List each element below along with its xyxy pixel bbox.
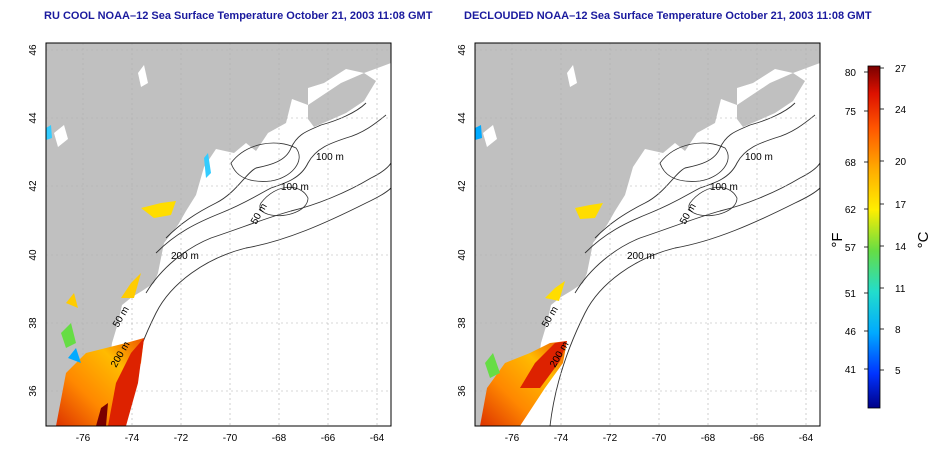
y-tick-label: 46 — [457, 44, 468, 56]
celsius-tick: 24 — [895, 105, 907, 116]
celsius-tick: 5 — [895, 366, 901, 377]
y-tick-label: 44 — [457, 112, 468, 124]
celsius-tick: 27 — [895, 64, 907, 75]
fahrenheit-tick: 75 — [845, 107, 857, 118]
celsius-tick: 17 — [895, 200, 907, 211]
y-tick-label: 38 — [457, 317, 468, 329]
y-tick-label: 44 — [28, 112, 39, 124]
y-tick-label: 42 — [28, 180, 39, 192]
right-panel-title: DECLOUDED NOAA–12 Sea Surface Temperatur… — [464, 10, 872, 22]
temperature-colorbar: 80 75 68 62 57 51 46 41 27 24 20 17 14 1… — [829, 64, 932, 409]
x-tick-label: -74 — [125, 433, 140, 444]
fahrenheit-tick: 57 — [845, 243, 857, 254]
celsius-tick: 8 — [895, 325, 901, 336]
fahrenheit-tick: 51 — [845, 289, 857, 300]
celsius-label: °C — [915, 231, 932, 248]
y-tick-label: 40 — [28, 249, 39, 261]
x-tick-label: -68 — [701, 433, 716, 444]
y-tick-label: 36 — [457, 385, 468, 397]
x-tick-label: -70 — [652, 433, 667, 444]
contour-label: 200 m — [627, 251, 655, 262]
x-tick-label: -66 — [750, 433, 765, 444]
x-tick-label: -68 — [272, 433, 287, 444]
x-tick-label: -70 — [223, 433, 238, 444]
y-tick-label: 46 — [28, 44, 39, 56]
right-map-panel: 100 m 100 m 50 m 200 m 50 m 200 m — [474, 42, 821, 427]
left-map-panel: 100 m 100 m 50 m 200 m 50 m 200 m — [45, 42, 392, 427]
y-tick-label: 38 — [28, 317, 39, 329]
y-tick-label: 36 — [28, 385, 39, 397]
x-tick-label: -72 — [174, 433, 189, 444]
x-tick-label: -76 — [505, 433, 520, 444]
fahrenheit-tick: 62 — [845, 205, 857, 216]
contour-label: 100 m — [281, 182, 309, 193]
y-tick-label: 40 — [457, 249, 468, 261]
contour-label: 100 m — [710, 182, 738, 193]
x-tick-label: -74 — [554, 433, 569, 444]
y-tick-label: 42 — [457, 180, 468, 192]
fahrenheit-tick: 80 — [845, 68, 857, 79]
left-y-axis: 46 44 42 40 38 36 — [28, 44, 39, 397]
contour-label: 100 m — [316, 152, 344, 163]
contour-label: 100 m — [745, 152, 773, 163]
x-tick-label: -76 — [76, 433, 91, 444]
left-panel-title: RU COOL NOAA–12 Sea Surface Temperature … — [44, 10, 433, 22]
fahrenheit-tick: 46 — [845, 327, 857, 338]
x-tick-label: -72 — [603, 433, 618, 444]
contour-label: 200 m — [171, 251, 199, 262]
x-tick-label: -64 — [799, 433, 814, 444]
celsius-tick: 20 — [895, 157, 907, 168]
fahrenheit-tick: 68 — [845, 158, 857, 169]
celsius-tick: 11 — [895, 284, 906, 295]
left-x-axis: -76 -74 -72 -70 -68 -66 -64 — [76, 433, 385, 444]
fahrenheit-tick: 41 — [845, 365, 857, 376]
celsius-tick: 14 — [895, 242, 907, 253]
x-tick-label: -64 — [370, 433, 385, 444]
fahrenheit-label: °F — [829, 232, 846, 247]
right-x-axis: -76 -74 -72 -70 -68 -66 -64 — [505, 433, 814, 444]
x-tick-label: -66 — [321, 433, 336, 444]
right-y-axis: 46 44 42 40 38 36 — [457, 44, 468, 397]
